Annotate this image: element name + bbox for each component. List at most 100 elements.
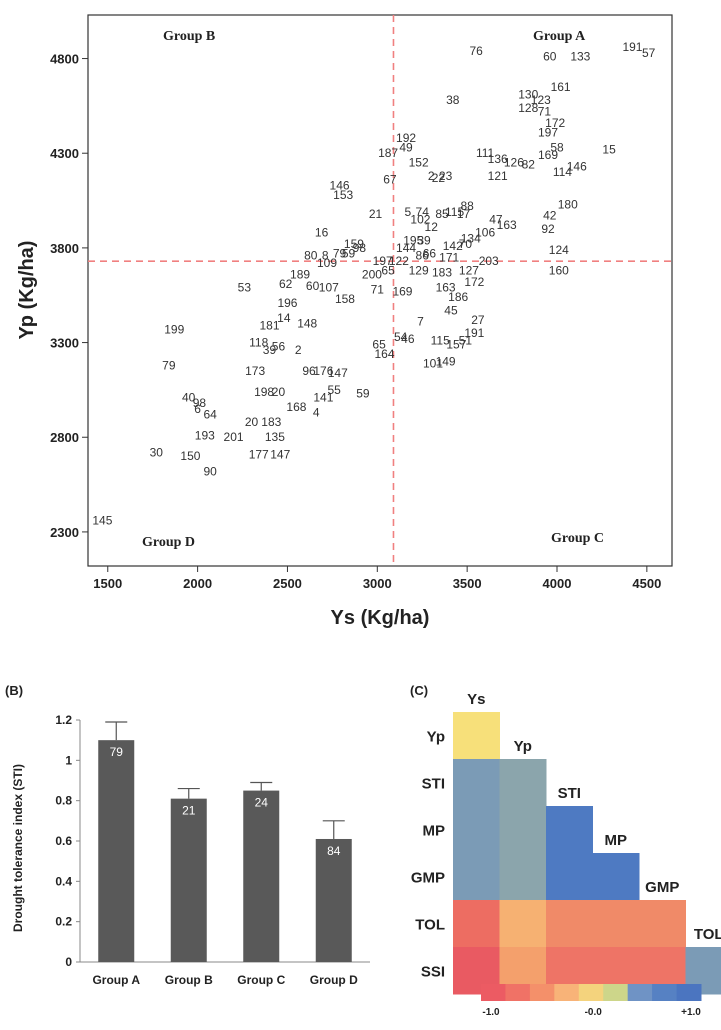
heatmap-row-label: SSI	[421, 964, 445, 981]
colorbar-tick-label: -0.0	[585, 1007, 603, 1018]
bar-count-label: 84	[327, 844, 341, 858]
scatter-point-label: 60	[306, 279, 320, 293]
scatter-point-label: 168	[286, 400, 306, 414]
heatmap-row-label: GMP	[411, 870, 445, 887]
scatter-x-tick-label: 4500	[632, 576, 661, 591]
scatter-point-label: 197	[538, 125, 558, 139]
panel-c-label: (C)	[410, 683, 428, 698]
quadrant-label-group-a: Group A	[533, 29, 586, 44]
quadrant-label-group-c: Group C	[551, 531, 604, 546]
bar	[243, 791, 279, 962]
scatter-point-label: 49	[399, 141, 413, 155]
scatter-point-label: 109	[317, 256, 337, 270]
heatmap-cell	[453, 712, 500, 760]
heatmap-cell	[546, 900, 593, 948]
scatter-point-label: 6	[194, 402, 201, 416]
scatter-point-label: 121	[488, 169, 508, 183]
heatmap-cell	[500, 806, 547, 854]
scatter-point-label: 147	[270, 447, 290, 461]
scatter-point-label: 149	[436, 355, 456, 369]
scatter-point-label: 7	[417, 315, 424, 329]
scatter-point-label: 66	[423, 247, 437, 261]
scatter-y-tick-label: 2800	[50, 430, 79, 445]
scatter-point-label: 201	[224, 430, 244, 444]
scatter-point-label: 90	[204, 464, 218, 478]
scatter-point-label: 20	[245, 415, 259, 429]
scatter-point-label: 200	[362, 267, 382, 281]
scatter-point-label: 27	[471, 313, 485, 327]
heatmap-column-label: GMP	[645, 879, 679, 896]
scatter-point-label: 148	[297, 317, 317, 331]
bar-y-axis-label: Drought tolerance index (STI)	[11, 764, 25, 932]
bar-y-tick-label: 0	[65, 955, 72, 969]
scatter-point-label: 46	[401, 332, 415, 346]
scatter-point-label: 183	[261, 415, 281, 429]
bar-count-label: 24	[255, 796, 269, 810]
scatter-point-label: 62	[279, 277, 293, 291]
scatter-point-label: 144	[396, 241, 416, 255]
scatter-x-tick-label: 2500	[273, 576, 302, 591]
scatter-x-tick-label: 3500	[453, 576, 482, 591]
scatter-point-label: 173	[245, 364, 265, 378]
scatter-point-label: 82	[522, 158, 536, 172]
scatter-point-label: 67	[383, 173, 397, 187]
scatter-point-label: 12	[425, 220, 439, 234]
scatter-point-label: 21	[369, 207, 383, 221]
scatter-point-label: 158	[335, 292, 355, 306]
scatter-x-tick-label: 4000	[543, 576, 572, 591]
bar	[171, 799, 207, 962]
bar-count-label: 21	[182, 804, 196, 818]
scatter-point-label: 160	[549, 264, 569, 278]
scatter-point-label: 60	[543, 50, 557, 64]
scatter-point-label: 64	[204, 408, 218, 422]
scatter-point-label: 57	[642, 46, 656, 60]
heatmap-cell	[500, 759, 547, 807]
scatter-point-label: 59	[342, 247, 356, 261]
colorbar-segment	[652, 984, 677, 1001]
heatmap-cell	[546, 853, 593, 901]
scatter-point-label: 199	[164, 322, 184, 336]
scatter-point-label: 124	[549, 243, 569, 257]
quadrant-label-group-d: Group D	[142, 535, 195, 550]
bar-y-tick-label: 0.4	[55, 874, 72, 888]
scatter-x-tick-label: 1500	[93, 576, 122, 591]
scatter-x-tick-label: 2000	[183, 576, 212, 591]
heatmap-cell	[453, 806, 500, 854]
scatter-point-label: 203	[479, 254, 499, 268]
colorbar-tick-label: -1.0	[482, 1007, 500, 1018]
bar	[98, 740, 134, 962]
colorbar-segment	[579, 984, 604, 1001]
scatter-point-label: 30	[150, 445, 164, 459]
bar-y-tick-label: 0.8	[55, 794, 72, 808]
scatter-point-label: 17	[457, 207, 471, 221]
colorbar-segment	[628, 984, 653, 1001]
scatter-point-label: 114	[553, 165, 572, 179]
heatmap-row-label: Yp	[427, 729, 445, 746]
scatter-point-label: 186	[448, 290, 468, 304]
colorbar-segment	[603, 984, 628, 1001]
heatmap-column-label: STI	[558, 785, 581, 802]
bar-count-label: 79	[110, 745, 124, 759]
heatmap-cell	[453, 759, 500, 807]
scatter-point-label: 80	[304, 248, 318, 262]
scatter-point-label: 39	[263, 343, 277, 357]
heatmap-column-label: Ys	[467, 691, 485, 708]
scatter-point-label: 70	[459, 237, 473, 251]
scatter-x-tick-label: 3000	[363, 576, 392, 591]
bar-y-tick-label: 0.6	[55, 834, 72, 848]
colorbar-segment	[530, 984, 555, 1001]
scatter-point-label: 145	[92, 514, 112, 528]
scatter-point-label: 177	[249, 447, 269, 461]
scatter-y-tick-label: 3800	[50, 241, 79, 256]
scatter-point-label: 147	[328, 366, 348, 380]
scatter-y-tick-label: 3300	[50, 336, 79, 351]
scatter-point-label: 135	[265, 430, 285, 444]
scatter-point-label: 164	[374, 347, 394, 361]
scatter-point-label: 171	[439, 250, 459, 264]
scatter-point-label: 141	[313, 390, 333, 404]
scatter-point-label: 180	[558, 197, 578, 211]
scatter-y-axis-label: Yp (Kg/ha)	[16, 241, 38, 340]
colorbar-tick-label: +1.0	[681, 1007, 701, 1018]
